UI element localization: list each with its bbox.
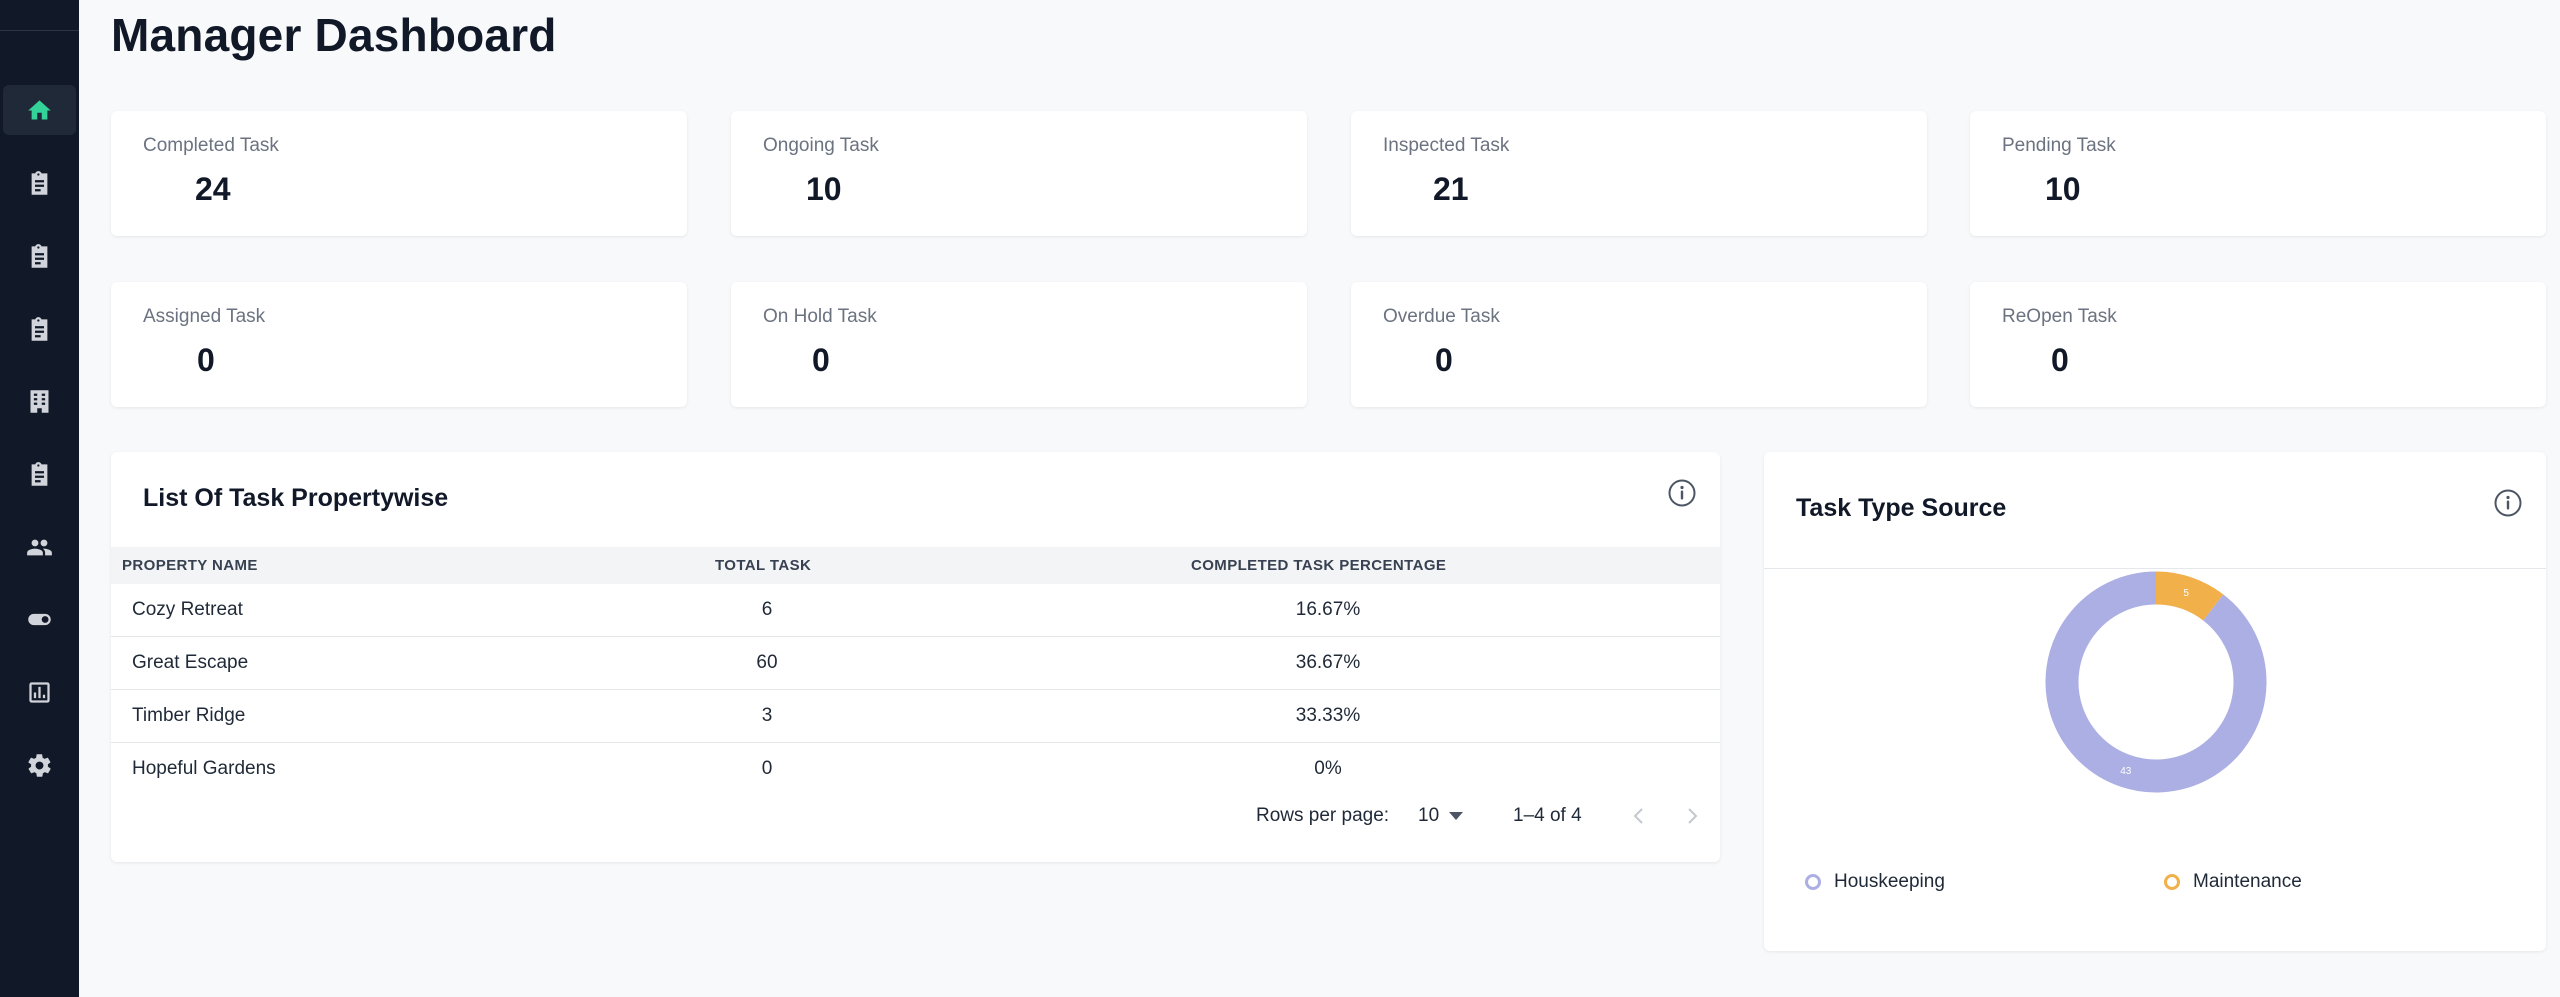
completed-percentage: 36.67% xyxy=(1295,652,1361,673)
stat-value: 24 xyxy=(195,171,231,207)
stat-card-pending: Pending Task 10 xyxy=(1970,111,2546,236)
completed-percentage: 33.33% xyxy=(1295,705,1361,726)
stat-card-completed: Completed Task 24 xyxy=(111,111,687,236)
legend-label: Maintenance xyxy=(2193,871,2302,892)
stat-card-ongoing: Ongoing Task 10 xyxy=(731,111,1307,236)
completed-percentage: 16.67% xyxy=(1295,599,1361,620)
table-title: List Of Task Propertywise xyxy=(143,484,449,512)
stat-label: On Hold Task xyxy=(763,306,877,327)
pagination-range: 1–4 of 4 xyxy=(1513,805,1582,826)
sidebar-item-tasks-3[interactable] xyxy=(3,304,76,354)
clipboard-icon xyxy=(31,243,48,268)
legend-marker xyxy=(1805,874,1821,890)
gear-icon xyxy=(28,753,51,777)
stat-value: 0 xyxy=(2051,342,2069,378)
prev-page-button[interactable] xyxy=(1625,802,1653,830)
task-table-card: List Of Task Propertywise PROPERTY NAME … xyxy=(111,452,1720,862)
completed-percentage: 0% xyxy=(1314,758,1342,779)
table-row[interactable]: Hopeful Gardens 0 0% xyxy=(111,743,1720,795)
home-icon xyxy=(28,99,51,119)
property-name: Cozy Retreat xyxy=(132,599,243,620)
task-type-card: Task Type Source 43 5 Houskeeping Mainten… xyxy=(1764,452,2546,951)
table-row[interactable]: Cozy Retreat 6 16.67% xyxy=(111,584,1720,637)
chevron-left-icon xyxy=(1633,808,1643,824)
stat-value: 10 xyxy=(806,171,842,207)
stat-card-inspected: Inspected Task 21 xyxy=(1351,111,1927,236)
donut-data-label: 5 xyxy=(2183,588,2189,599)
donut-slice-houskeeping[interactable] xyxy=(2045,571,2267,793)
stat-label: Pending Task xyxy=(2002,135,2116,156)
info-icon[interactable] xyxy=(1667,478,1697,508)
legend-item-maintenance[interactable]: Maintenance xyxy=(2164,871,2302,893)
chevron-right-icon xyxy=(1688,808,1698,824)
stat-label: Assigned Task xyxy=(143,306,266,327)
rows-per-page-select[interactable]: 10 xyxy=(1418,804,1464,828)
property-name: Timber Ridge xyxy=(132,705,246,726)
rows-per-page-value: 10 xyxy=(1418,805,1440,826)
stat-card-reopen: ReOpen Task 0 xyxy=(1970,282,2546,407)
stat-value: 21 xyxy=(1433,171,1469,207)
property-name: Hopeful Gardens xyxy=(132,758,276,779)
stat-label: ReOpen Task xyxy=(2002,306,2117,327)
sidebar-item-properties[interactable] xyxy=(3,376,76,426)
stat-label: Ongoing Task xyxy=(763,135,879,156)
sidebar-item-reports[interactable] xyxy=(3,667,76,717)
stat-label: Inspected Task xyxy=(1383,135,1510,156)
table-header: PROPERTY NAME TOTAL TASK COMPLETED TASK … xyxy=(111,547,1720,584)
next-page-button[interactable] xyxy=(1678,802,1706,830)
total-task: 3 xyxy=(761,705,773,726)
sidebar-item-toggle[interactable] xyxy=(3,594,76,644)
stat-card-assigned: Assigned Task 0 xyxy=(111,282,687,407)
donut-title: Task Type Source xyxy=(1796,494,2007,522)
property-name: Great Escape xyxy=(132,652,249,673)
legend-marker xyxy=(2164,874,2180,890)
sidebar-item-tasks-4[interactable] xyxy=(3,449,76,499)
stat-label: Completed Task xyxy=(143,135,279,156)
stat-value: 0 xyxy=(197,342,215,378)
info-icon[interactable] xyxy=(2493,488,2523,518)
sidebar xyxy=(0,0,79,997)
sidebar-item-users[interactable] xyxy=(3,522,76,572)
total-task: 60 xyxy=(756,652,778,673)
table-row[interactable]: Great Escape 60 36.67% xyxy=(111,637,1720,690)
caret-down-icon xyxy=(1449,812,1464,820)
legend-label: Houskeeping xyxy=(1834,871,1945,892)
sidebar-item-settings[interactable] xyxy=(3,740,76,790)
users-icon xyxy=(27,539,52,555)
sidebar-divider xyxy=(0,30,79,31)
card-divider xyxy=(1764,568,2546,569)
sidebar-item-home[interactable] xyxy=(3,85,76,135)
toggle-icon xyxy=(28,613,51,625)
sidebar-item-tasks-1[interactable] xyxy=(3,158,76,208)
donut-data-label: 43 xyxy=(2120,766,2132,777)
sidebar-item-tasks-2[interactable] xyxy=(3,231,76,281)
stat-value: 0 xyxy=(812,342,830,378)
clipboard-icon xyxy=(31,316,48,341)
stat-value: 0 xyxy=(1435,342,1453,378)
stat-label: Overdue Task xyxy=(1383,306,1500,327)
page-title: Manager Dashboard xyxy=(111,9,557,61)
bar-chart-icon xyxy=(29,681,50,703)
column-header[interactable]: PROPERTY NAME xyxy=(122,557,258,574)
building-icon xyxy=(30,389,49,413)
donut-slice-maintenance[interactable] xyxy=(2155,571,2224,621)
stat-card-overdue: Overdue Task 0 xyxy=(1351,282,1927,407)
stat-card-on-hold: On Hold Task 0 xyxy=(731,282,1307,407)
column-header[interactable]: COMPLETED TASK PERCENTAGE xyxy=(1191,557,1447,574)
column-header[interactable]: TOTAL TASK xyxy=(715,557,812,574)
total-task: 0 xyxy=(761,758,773,779)
legend-item-houskeeping[interactable]: Houskeeping xyxy=(1805,871,1945,893)
donut-chart: 43 5 xyxy=(2045,571,2267,793)
total-task: 6 xyxy=(761,599,773,620)
clipboard-icon xyxy=(31,461,48,486)
clipboard-icon xyxy=(31,170,48,195)
table-row[interactable]: Timber Ridge 3 33.33% xyxy=(111,690,1720,743)
stat-value: 10 xyxy=(2045,171,2081,207)
rows-per-page-label: Rows per page: xyxy=(1256,805,1390,826)
